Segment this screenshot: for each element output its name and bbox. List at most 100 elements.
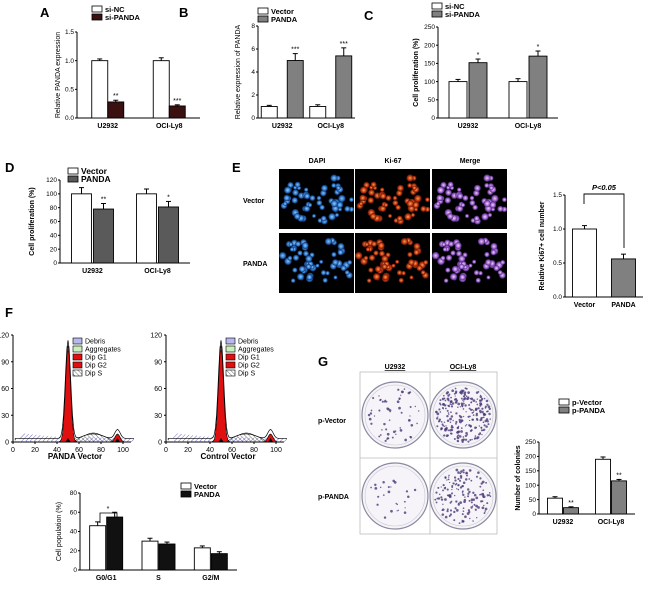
significance-label: * — [477, 52, 480, 59]
colony — [436, 497, 439, 500]
colony — [452, 419, 454, 422]
y-tick-label: 60 — [50, 219, 58, 226]
colony — [467, 492, 470, 495]
colony — [435, 491, 438, 494]
flow-legend-swatch — [72, 345, 83, 353]
colony — [471, 505, 474, 507]
colony — [472, 410, 475, 412]
cell — [379, 187, 385, 192]
cell — [336, 185, 341, 191]
flow-x-tick-label: 60 — [228, 447, 236, 454]
colony — [455, 399, 459, 402]
colony — [450, 432, 453, 435]
cell — [397, 184, 404, 192]
colony — [461, 519, 463, 522]
colony — [462, 493, 465, 497]
cell — [407, 251, 413, 258]
colony — [450, 500, 453, 503]
colony — [486, 494, 489, 497]
chart-b: 0 2 4 6 8 Relative expression of PANDA *** U293… — [235, 7, 355, 130]
colony — [446, 414, 449, 418]
colony — [458, 434, 460, 436]
y-tick-label: 20 — [70, 548, 78, 555]
colony — [450, 415, 454, 418]
colony — [367, 413, 371, 417]
cell — [473, 269, 480, 276]
colony — [486, 403, 489, 406]
colony — [448, 476, 450, 478]
colony — [455, 500, 458, 503]
y-tick-label: 200 — [525, 454, 536, 461]
legend-label: PANDA — [194, 490, 221, 499]
x-tick-label: U2932 — [458, 123, 479, 130]
colony — [444, 407, 447, 410]
cell — [368, 267, 374, 273]
colony — [399, 427, 402, 429]
colony — [447, 429, 450, 432]
petri-dish-rim — [364, 465, 426, 527]
cell — [381, 255, 389, 263]
flow-x-tick-label: 100 — [270, 447, 282, 454]
colony — [462, 395, 466, 398]
cell — [484, 183, 490, 188]
bar — [335, 55, 353, 119]
colony — [464, 404, 467, 407]
cell — [396, 269, 403, 276]
cell — [409, 275, 414, 280]
colony — [473, 503, 476, 506]
cell — [320, 269, 327, 276]
flow-y-tick-label: 0 — [5, 440, 9, 447]
colony — [474, 426, 477, 430]
cell — [331, 251, 337, 258]
colony — [461, 405, 464, 408]
colony — [435, 410, 438, 414]
colony — [383, 422, 386, 426]
colony — [455, 412, 458, 415]
y-tick-label: 120 — [46, 177, 57, 184]
x-tick-label: S — [156, 575, 161, 582]
flow-legend-swatch — [225, 361, 236, 369]
flow-peak-marker — [115, 438, 120, 442]
panel-label-c: C — [364, 8, 374, 23]
cell — [336, 201, 344, 209]
flow-legend-label: Dip S — [85, 371, 102, 378]
colony — [384, 439, 387, 443]
y-tick-label: 0.5 — [553, 260, 562, 267]
flow-y-tick-label: 0 — [158, 440, 162, 447]
colony — [479, 395, 483, 399]
legend-label: Vector — [194, 482, 217, 491]
colony — [409, 415, 411, 417]
colony — [410, 423, 414, 427]
colony — [460, 476, 463, 479]
bar — [286, 60, 304, 119]
colony — [481, 410, 484, 414]
row-label-vector: Vector — [243, 198, 265, 205]
y-tick-label: 6 — [251, 46, 255, 53]
colony — [442, 503, 444, 506]
colony — [482, 421, 485, 424]
flow-legend-swatch — [225, 369, 236, 377]
flow-peak-marker — [218, 438, 224, 442]
cell — [489, 201, 497, 209]
colony — [437, 497, 441, 500]
colony — [464, 391, 467, 394]
flow-y-tick-label: 60 — [154, 386, 162, 393]
colony — [489, 495, 492, 498]
cell — [458, 255, 466, 263]
cell — [443, 278, 449, 283]
colony — [457, 488, 460, 491]
legend-swatch — [180, 482, 192, 490]
colony — [475, 496, 479, 500]
cell — [316, 199, 323, 206]
y-tick-label: 1.0 — [553, 226, 562, 233]
colony — [396, 503, 399, 506]
plate-frame — [359, 371, 498, 535]
colony — [442, 403, 446, 406]
legend-swatch — [257, 15, 269, 23]
colony — [472, 418, 475, 421]
legend-label: si-NC — [445, 2, 465, 11]
colony — [465, 411, 467, 413]
colony — [386, 432, 390, 436]
colony — [457, 425, 460, 428]
colony — [484, 419, 488, 423]
